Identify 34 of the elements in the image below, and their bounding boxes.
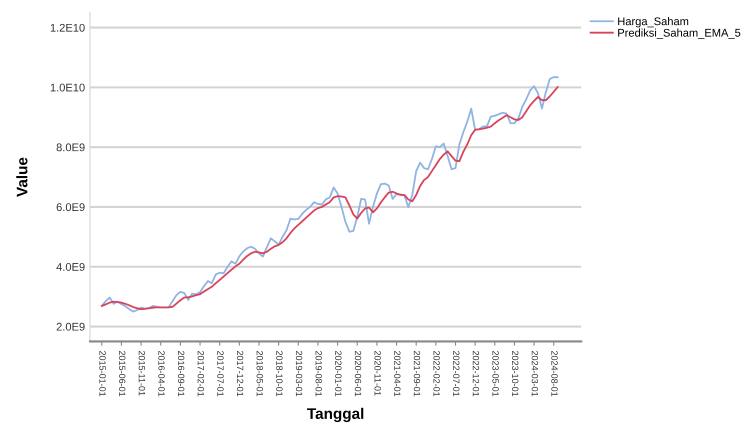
y-tick-label: 2.0E9: [56, 322, 85, 331]
x-tick-label: 2024-03-01: [532, 350, 538, 396]
x-tick-label: 2022-07-01: [453, 350, 460, 396]
x-tick-label: 2018-05-01: [256, 350, 263, 396]
legend-label: Prediksi_Saham_EMA_5: [618, 28, 740, 39]
x-tick-label: 2017-12-01: [236, 350, 244, 396]
x-tick-label: 2024-08-01: [551, 350, 558, 396]
x-tick-label: 2015-11-01: [138, 350, 146, 396]
x-tick-label: 2021-04-01: [394, 350, 401, 396]
x-tick-label: 2023-10-01: [512, 350, 518, 396]
y-tick-label: 1.2E10: [50, 24, 85, 32]
x-tick-label: 2020-01-01: [335, 350, 342, 396]
x-tick-label: 2019-08-01: [316, 350, 322, 396]
x-tick-label: 2016-09-01: [178, 350, 184, 396]
x-tick-label: 2023-05-01: [492, 350, 499, 396]
y-tick-label: 4.0E9: [56, 263, 85, 271]
y-tick-label: 6.0E9: [56, 203, 85, 212]
legend-label: Harga_Saham: [618, 17, 688, 28]
x-tick-label: 2015-06-01: [119, 350, 126, 396]
x-tick-label: 2015-01-01: [99, 350, 106, 396]
x-tick-label: 2017-07-01: [217, 350, 224, 396]
x-tick-label: 2022-02-01: [433, 350, 440, 396]
y-tick-label: 1.0E10: [50, 84, 85, 92]
y-tick-label: 8.0E9: [56, 143, 85, 152]
x-tick-label: 2022-12-01: [472, 350, 480, 396]
x-tick-label: 2019-03-01: [296, 350, 302, 396]
x-tick-label: 2018-10-01: [276, 350, 283, 396]
x-tick-label: 2020-06-01: [354, 350, 362, 396]
x-tick-label: 2020-11-01: [374, 350, 381, 396]
x-tick-label: 2017-02-01: [198, 350, 204, 396]
x-tick-label: 2021-09-01: [414, 350, 420, 396]
y-axis-title: Value: [16, 158, 28, 197]
x-axis-title: Tanggal: [307, 408, 364, 422]
x-tick-label: 2016-04-01: [158, 350, 165, 396]
